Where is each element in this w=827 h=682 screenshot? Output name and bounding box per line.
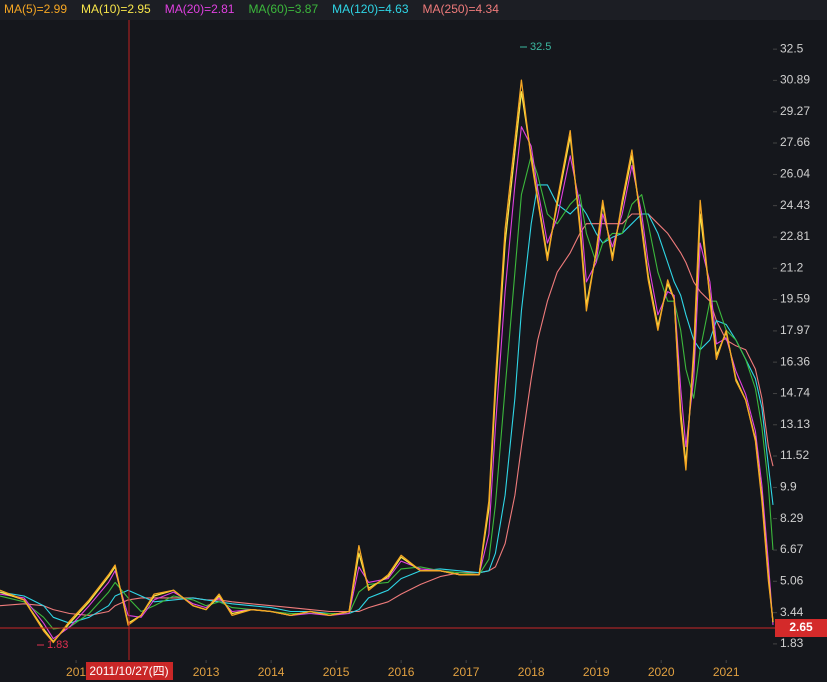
y-tick-label: 22.81 bbox=[780, 229, 810, 243]
x-tick-label: 2021 bbox=[713, 665, 740, 679]
x-tick-label: 2020 bbox=[648, 665, 675, 679]
y-tick-label: 3.44 bbox=[780, 605, 804, 619]
y-tick-label: 26.04 bbox=[780, 167, 810, 181]
y-tick-label: 21.2 bbox=[780, 260, 804, 274]
y-tick-label: 16.36 bbox=[780, 354, 810, 368]
y-tick-label: 9.9 bbox=[780, 480, 797, 494]
ma-line bbox=[0, 184, 774, 624]
y-tick-label: 17.97 bbox=[780, 323, 810, 337]
y-tick-label: 6.67 bbox=[780, 542, 804, 556]
y-tick-label: 5.06 bbox=[780, 573, 804, 587]
y-tick-label: 11.52 bbox=[780, 448, 809, 462]
y-tick-label: 32.5 bbox=[780, 41, 804, 55]
plot bbox=[0, 79, 774, 644]
legend-entry: MA(120)=4.63 bbox=[332, 2, 409, 16]
x-tick-label: 201 bbox=[66, 665, 86, 679]
legend-bar bbox=[0, 0, 827, 20]
ma-line bbox=[0, 79, 774, 644]
legend-entry: MA(250)=4.34 bbox=[423, 2, 500, 16]
legend-entry: MA(60)=3.87 bbox=[248, 2, 318, 16]
y-tick-label: 30.89 bbox=[780, 73, 810, 87]
y-tick-label: 13.13 bbox=[780, 417, 810, 431]
y-tick-label: 19.59 bbox=[780, 292, 810, 306]
max-label: 32.5 bbox=[530, 41, 551, 53]
y-tick-label: 14.74 bbox=[780, 386, 810, 400]
ma-line bbox=[0, 213, 774, 616]
legend-entry: MA(10)=2.95 bbox=[81, 2, 151, 16]
x-tick-label: 2013 bbox=[193, 665, 220, 679]
crosshair-label: 2011/10/27(四) bbox=[89, 664, 168, 678]
x-tick-label: 2016 bbox=[388, 665, 415, 679]
x-tick-label: 2015 bbox=[323, 665, 350, 679]
y-tick-label: 29.27 bbox=[780, 104, 810, 118]
legend-entry: MA(20)=2.81 bbox=[165, 2, 235, 16]
last-price-label: 2.65 bbox=[789, 620, 813, 634]
y-tick-label: 24.43 bbox=[780, 198, 810, 212]
y-tick-label: 27.66 bbox=[780, 135, 810, 149]
x-tick-label: 2019 bbox=[583, 665, 610, 679]
min-label: 1.83 bbox=[47, 639, 68, 651]
x-tick-label: 2018 bbox=[518, 665, 545, 679]
x-tick-label: 2014 bbox=[258, 665, 285, 679]
x-tick-label: 2017 bbox=[453, 665, 480, 679]
ma-line bbox=[0, 155, 774, 630]
y-tick-label: 8.29 bbox=[780, 511, 804, 525]
legend-entry: MA(5)=2.99 bbox=[4, 2, 67, 16]
crosshair-box bbox=[86, 662, 173, 680]
last-price-box bbox=[775, 619, 827, 638]
y-tick-label: 1.83 bbox=[780, 636, 804, 650]
